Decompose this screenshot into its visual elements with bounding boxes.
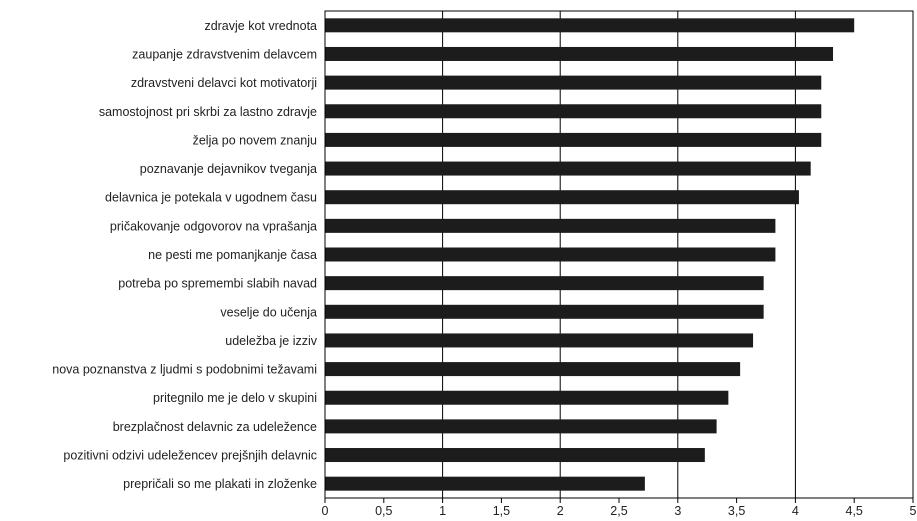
category-label: delavnica je potekala v ugodnem času	[105, 191, 317, 205]
bar	[325, 390, 729, 405]
category-label: pozitivni odzivi udeležencev prejšnjih d…	[63, 449, 317, 463]
x-tick-label: 2,5	[610, 504, 627, 518]
category-label: brezplačnost delavnic za udeležence	[113, 420, 317, 434]
bar	[325, 276, 764, 291]
category-label: samostojnost pri skrbi za lastno zdravje	[99, 105, 317, 119]
x-tick-label: 0	[322, 504, 329, 518]
plot-frame	[324, 10, 914, 503]
category-label: zaupanje zdravstvenim delavcem	[132, 47, 317, 61]
category-labels: zdravje kot vrednota zaupanje zdravstveni…	[52, 19, 317, 491]
bar	[325, 161, 811, 176]
bar	[325, 18, 855, 33]
category-label: potreba po spremembi slabih navad	[118, 277, 317, 291]
bar	[325, 247, 776, 262]
category-label: prepričali so me plakati in zloženke	[123, 477, 317, 491]
x-tick-label: 2	[557, 504, 564, 518]
category-label: ne pesti me pomanjkanje časa	[148, 248, 317, 262]
bar	[325, 419, 717, 434]
x-tick-label: 0,5	[375, 504, 392, 518]
category-label: nova poznanstva z ljudmi s podobnimi tež…	[52, 363, 317, 377]
category-label: pritegnilo me je delo v skupini	[153, 391, 317, 405]
bar	[325, 104, 822, 119]
category-label: želja po novem znanju	[193, 133, 317, 147]
category-label: udeležba je izziv	[225, 334, 317, 348]
x-tick-labels: 0 0,5 1 1,5 2 2,5 3 3,5 4 4,5 5	[322, 504, 917, 518]
bar	[325, 132, 822, 147]
bar	[325, 46, 834, 61]
x-tick-label: 3,5	[728, 504, 745, 518]
bar	[325, 304, 764, 319]
x-tick-label: 1	[439, 504, 446, 518]
category-label: zdravje kot vrednota	[204, 19, 317, 33]
bar	[325, 75, 822, 90]
bar	[325, 362, 741, 377]
bar	[325, 218, 776, 233]
x-tick-label: 4,5	[846, 504, 863, 518]
x-tick-label: 1,5	[493, 504, 510, 518]
bar	[325, 448, 705, 463]
category-label: veselje do učenja	[220, 305, 317, 319]
x-tick-label: 3	[674, 504, 681, 518]
bar	[325, 190, 799, 205]
bar	[325, 333, 754, 348]
category-label: poznavanje dejavnikov tveganja	[140, 162, 317, 176]
bar	[325, 476, 645, 491]
x-tick-label: 4	[792, 504, 799, 518]
bars	[325, 18, 855, 491]
category-label: pričakovanje odgovorov na vprašanja	[110, 219, 317, 233]
x-tick-label: 5	[910, 504, 917, 518]
category-label: zdravstveni delavci kot motivatorji	[131, 76, 317, 90]
